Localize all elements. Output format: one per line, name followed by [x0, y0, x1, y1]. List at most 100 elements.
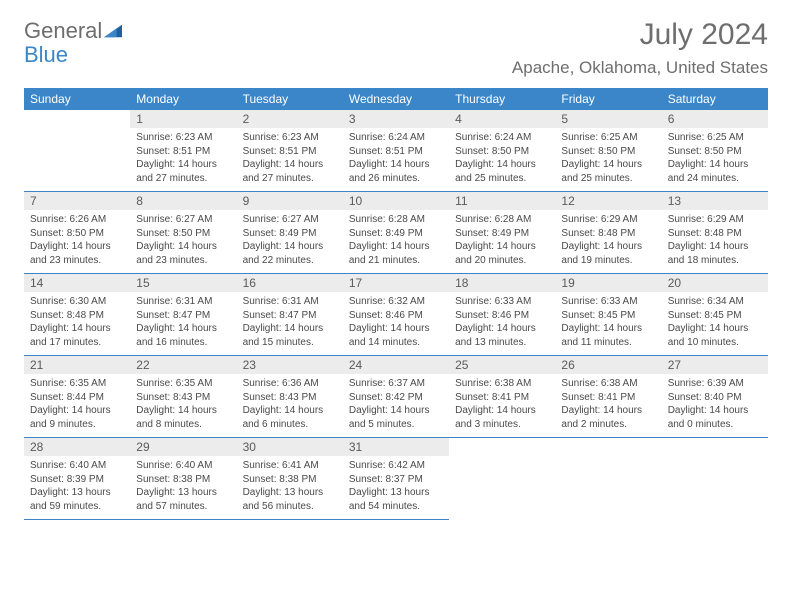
day-number: 23 [237, 356, 343, 374]
calendar-day: . [662, 438, 768, 520]
calendar-day: 10Sunrise: 6:28 AMSunset: 8:49 PMDayligh… [343, 192, 449, 274]
sunset: Sunset: 8:50 PM [136, 227, 230, 241]
sunset: Sunset: 8:51 PM [136, 145, 230, 159]
sunrise: Sunrise: 6:35 AM [30, 377, 124, 391]
sunset: Sunset: 8:49 PM [455, 227, 549, 241]
daylight: Daylight: 14 hours and 13 minutes. [455, 322, 549, 349]
sunset: Sunset: 8:45 PM [561, 309, 655, 323]
calendar-day: 23Sunrise: 6:36 AMSunset: 8:43 PMDayligh… [237, 356, 343, 438]
day-number: 29 [130, 438, 236, 456]
day-number: 25 [449, 356, 555, 374]
day-number: 11 [449, 192, 555, 210]
calendar-day: 16Sunrise: 6:31 AMSunset: 8:47 PMDayligh… [237, 274, 343, 356]
sunset: Sunset: 8:48 PM [668, 227, 762, 241]
day-details: Sunrise: 6:25 AMSunset: 8:50 PMDaylight:… [662, 128, 768, 191]
day-number: 21 [24, 356, 130, 374]
day-number: 18 [449, 274, 555, 292]
calendar-day: . [449, 438, 555, 520]
sunrise: Sunrise: 6:32 AM [349, 295, 443, 309]
day-details: Sunrise: 6:34 AMSunset: 8:45 PMDaylight:… [662, 292, 768, 355]
day-number: 22 [130, 356, 236, 374]
daylight: Daylight: 14 hours and 0 minutes. [668, 404, 762, 431]
day-details: Sunrise: 6:27 AMSunset: 8:49 PMDaylight:… [237, 210, 343, 273]
day-number: 27 [662, 356, 768, 374]
day-number: 10 [343, 192, 449, 210]
calendar-day: 25Sunrise: 6:38 AMSunset: 8:41 PMDayligh… [449, 356, 555, 438]
day-number: 1 [130, 110, 236, 128]
calendar-day: 22Sunrise: 6:35 AMSunset: 8:43 PMDayligh… [130, 356, 236, 438]
calendar-day: 24Sunrise: 6:37 AMSunset: 8:42 PMDayligh… [343, 356, 449, 438]
daylight: Daylight: 14 hours and 10 minutes. [668, 322, 762, 349]
day-details: Sunrise: 6:26 AMSunset: 8:50 PMDaylight:… [24, 210, 130, 273]
day-details: Sunrise: 6:30 AMSunset: 8:48 PMDaylight:… [24, 292, 130, 355]
day-number: 3 [343, 110, 449, 128]
calendar-day: 21 Sunrise: 6:35 AMSunset: 8:44 PMDayligh… [24, 356, 130, 438]
calendar-day: 15Sunrise: 6:31 AMSunset: 8:47 PMDayligh… [130, 274, 236, 356]
day-number: 15 [130, 274, 236, 292]
sunrise: Sunrise: 6:34 AM [668, 295, 762, 309]
sunrise: Sunrise: 6:26 AM [30, 213, 124, 227]
sunrise: Sunrise: 6:23 AM [136, 131, 230, 145]
sunset: Sunset: 8:44 PM [30, 391, 124, 405]
calendar-day: 6Sunrise: 6:25 AMSunset: 8:50 PMDaylight… [662, 110, 768, 192]
calendar-day: 26Sunrise: 6:38 AMSunset: 8:41 PMDayligh… [555, 356, 661, 438]
sunset: Sunset: 8:50 PM [668, 145, 762, 159]
day-number: 16 [237, 274, 343, 292]
location: Apache, Oklahoma, United States [512, 58, 768, 78]
day-number: 17 [343, 274, 449, 292]
brand-part1: General [24, 18, 102, 44]
sunset: Sunset: 8:43 PM [243, 391, 337, 405]
daylight: Daylight: 14 hours and 16 minutes. [136, 322, 230, 349]
day-details: Sunrise: 6:27 AMSunset: 8:50 PMDaylight:… [130, 210, 236, 273]
sunrise: Sunrise: 6:25 AM [561, 131, 655, 145]
day-number: 19 [555, 274, 661, 292]
sunrise: Sunrise: 6:33 AM [455, 295, 549, 309]
sunrise: Sunrise: 6:29 AM [561, 213, 655, 227]
weekday-header: Friday [555, 88, 661, 110]
day-number: 31 [343, 438, 449, 456]
daylight: Daylight: 14 hours and 23 minutes. [136, 240, 230, 267]
calendar-day: 20Sunrise: 6:34 AMSunset: 8:45 PMDayligh… [662, 274, 768, 356]
daylight: Daylight: 14 hours and 26 minutes. [349, 158, 443, 185]
sunrise: Sunrise: 6:24 AM [455, 131, 549, 145]
sunset: Sunset: 8:45 PM [668, 309, 762, 323]
sunset: Sunset: 8:47 PM [243, 309, 337, 323]
day-number: 5 [555, 110, 661, 128]
calendar-day: 11Sunrise: 6:28 AMSunset: 8:49 PMDayligh… [449, 192, 555, 274]
sunset: Sunset: 8:50 PM [455, 145, 549, 159]
daylight: Daylight: 14 hours and 9 minutes. [30, 404, 124, 431]
daylight: Daylight: 14 hours and 21 minutes. [349, 240, 443, 267]
sunset: Sunset: 8:38 PM [136, 473, 230, 487]
day-details: Sunrise: 6:31 AMSunset: 8:47 PMDaylight:… [237, 292, 343, 355]
sunrise: Sunrise: 6:25 AM [668, 131, 762, 145]
weekday-header: Sunday [24, 88, 130, 110]
day-number: 28 [24, 438, 130, 456]
day-details: Sunrise: 6:24 AMSunset: 8:51 PMDaylight:… [343, 128, 449, 191]
daylight: Daylight: 14 hours and 3 minutes. [455, 404, 549, 431]
daylight: Daylight: 13 hours and 59 minutes. [30, 486, 124, 513]
sunrise: Sunrise: 6:40 AM [136, 459, 230, 473]
brand-part2: Blue [24, 42, 68, 67]
daylight: Daylight: 14 hours and 19 minutes. [561, 240, 655, 267]
day-details: Sunrise: 6:41 AMSunset: 8:38 PMDaylight:… [237, 456, 343, 519]
sunrise: Sunrise: 6:36 AM [243, 377, 337, 391]
sunrise: Sunrise: 6:23 AM [243, 131, 337, 145]
sunrise: Sunrise: 6:39 AM [668, 377, 762, 391]
sunset: Sunset: 8:48 PM [561, 227, 655, 241]
day-details: Sunrise: 6:40 AMSunset: 8:39 PMDaylight:… [24, 456, 130, 519]
daylight: Daylight: 14 hours and 14 minutes. [349, 322, 443, 349]
day-details: Sunrise: 6:23 AMSunset: 8:51 PMDaylight:… [237, 128, 343, 191]
day-details: Sunrise: 6:36 AMSunset: 8:43 PMDaylight:… [237, 374, 343, 437]
day-number: 14 [24, 274, 130, 292]
sunset: Sunset: 8:37 PM [349, 473, 443, 487]
day-details: Sunrise: 6:33 AMSunset: 8:46 PMDaylight:… [449, 292, 555, 355]
sunrise: Sunrise: 6:41 AM [243, 459, 337, 473]
daylight: Daylight: 13 hours and 56 minutes. [243, 486, 337, 513]
calendar-day: 2Sunrise: 6:23 AMSunset: 8:51 PMDaylight… [237, 110, 343, 192]
calendar-day: 7Sunrise: 6:26 AMSunset: 8:50 PMDaylight… [24, 192, 130, 274]
daylight: Daylight: 14 hours and 18 minutes. [668, 240, 762, 267]
daylight: Daylight: 14 hours and 17 minutes. [30, 322, 124, 349]
sunset: Sunset: 8:43 PM [136, 391, 230, 405]
sunset: Sunset: 8:47 PM [136, 309, 230, 323]
day-number: 9 [237, 192, 343, 210]
